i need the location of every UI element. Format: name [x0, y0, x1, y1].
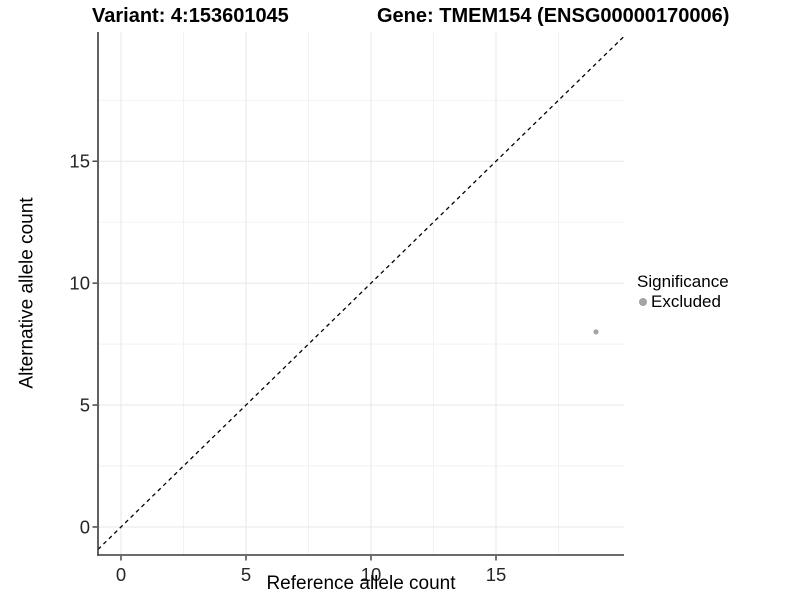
identity-dashed-line	[97, 35, 625, 550]
legend-point-icon	[639, 298, 647, 306]
y-tick-label: 10	[69, 273, 90, 294]
y-tick-label: 15	[69, 151, 90, 172]
x-tick-label: 15	[486, 564, 507, 585]
legend-title: Significance	[637, 272, 729, 291]
x-tick-label: 5	[241, 564, 251, 585]
x-axis-title: Reference allele count	[266, 573, 456, 594]
x-tick-label: 10	[361, 564, 382, 585]
data-point	[593, 329, 599, 335]
y-axis-title: Alternative allele count	[16, 197, 38, 389]
legend: Significance Excluded	[637, 272, 729, 312]
plot-title-variant: Variant: 4:153601045	[92, 5, 289, 27]
y-tick-label: 5	[80, 395, 90, 416]
x-tick-label: 0	[116, 564, 126, 585]
legend-entry-excluded: Excluded	[637, 292, 729, 312]
legend-entry-label: Excluded	[651, 292, 721, 311]
plot-title-gene: Gene: TMEM154 (ENSG00000170006)	[377, 5, 730, 27]
y-tick-label: 0	[80, 516, 90, 537]
